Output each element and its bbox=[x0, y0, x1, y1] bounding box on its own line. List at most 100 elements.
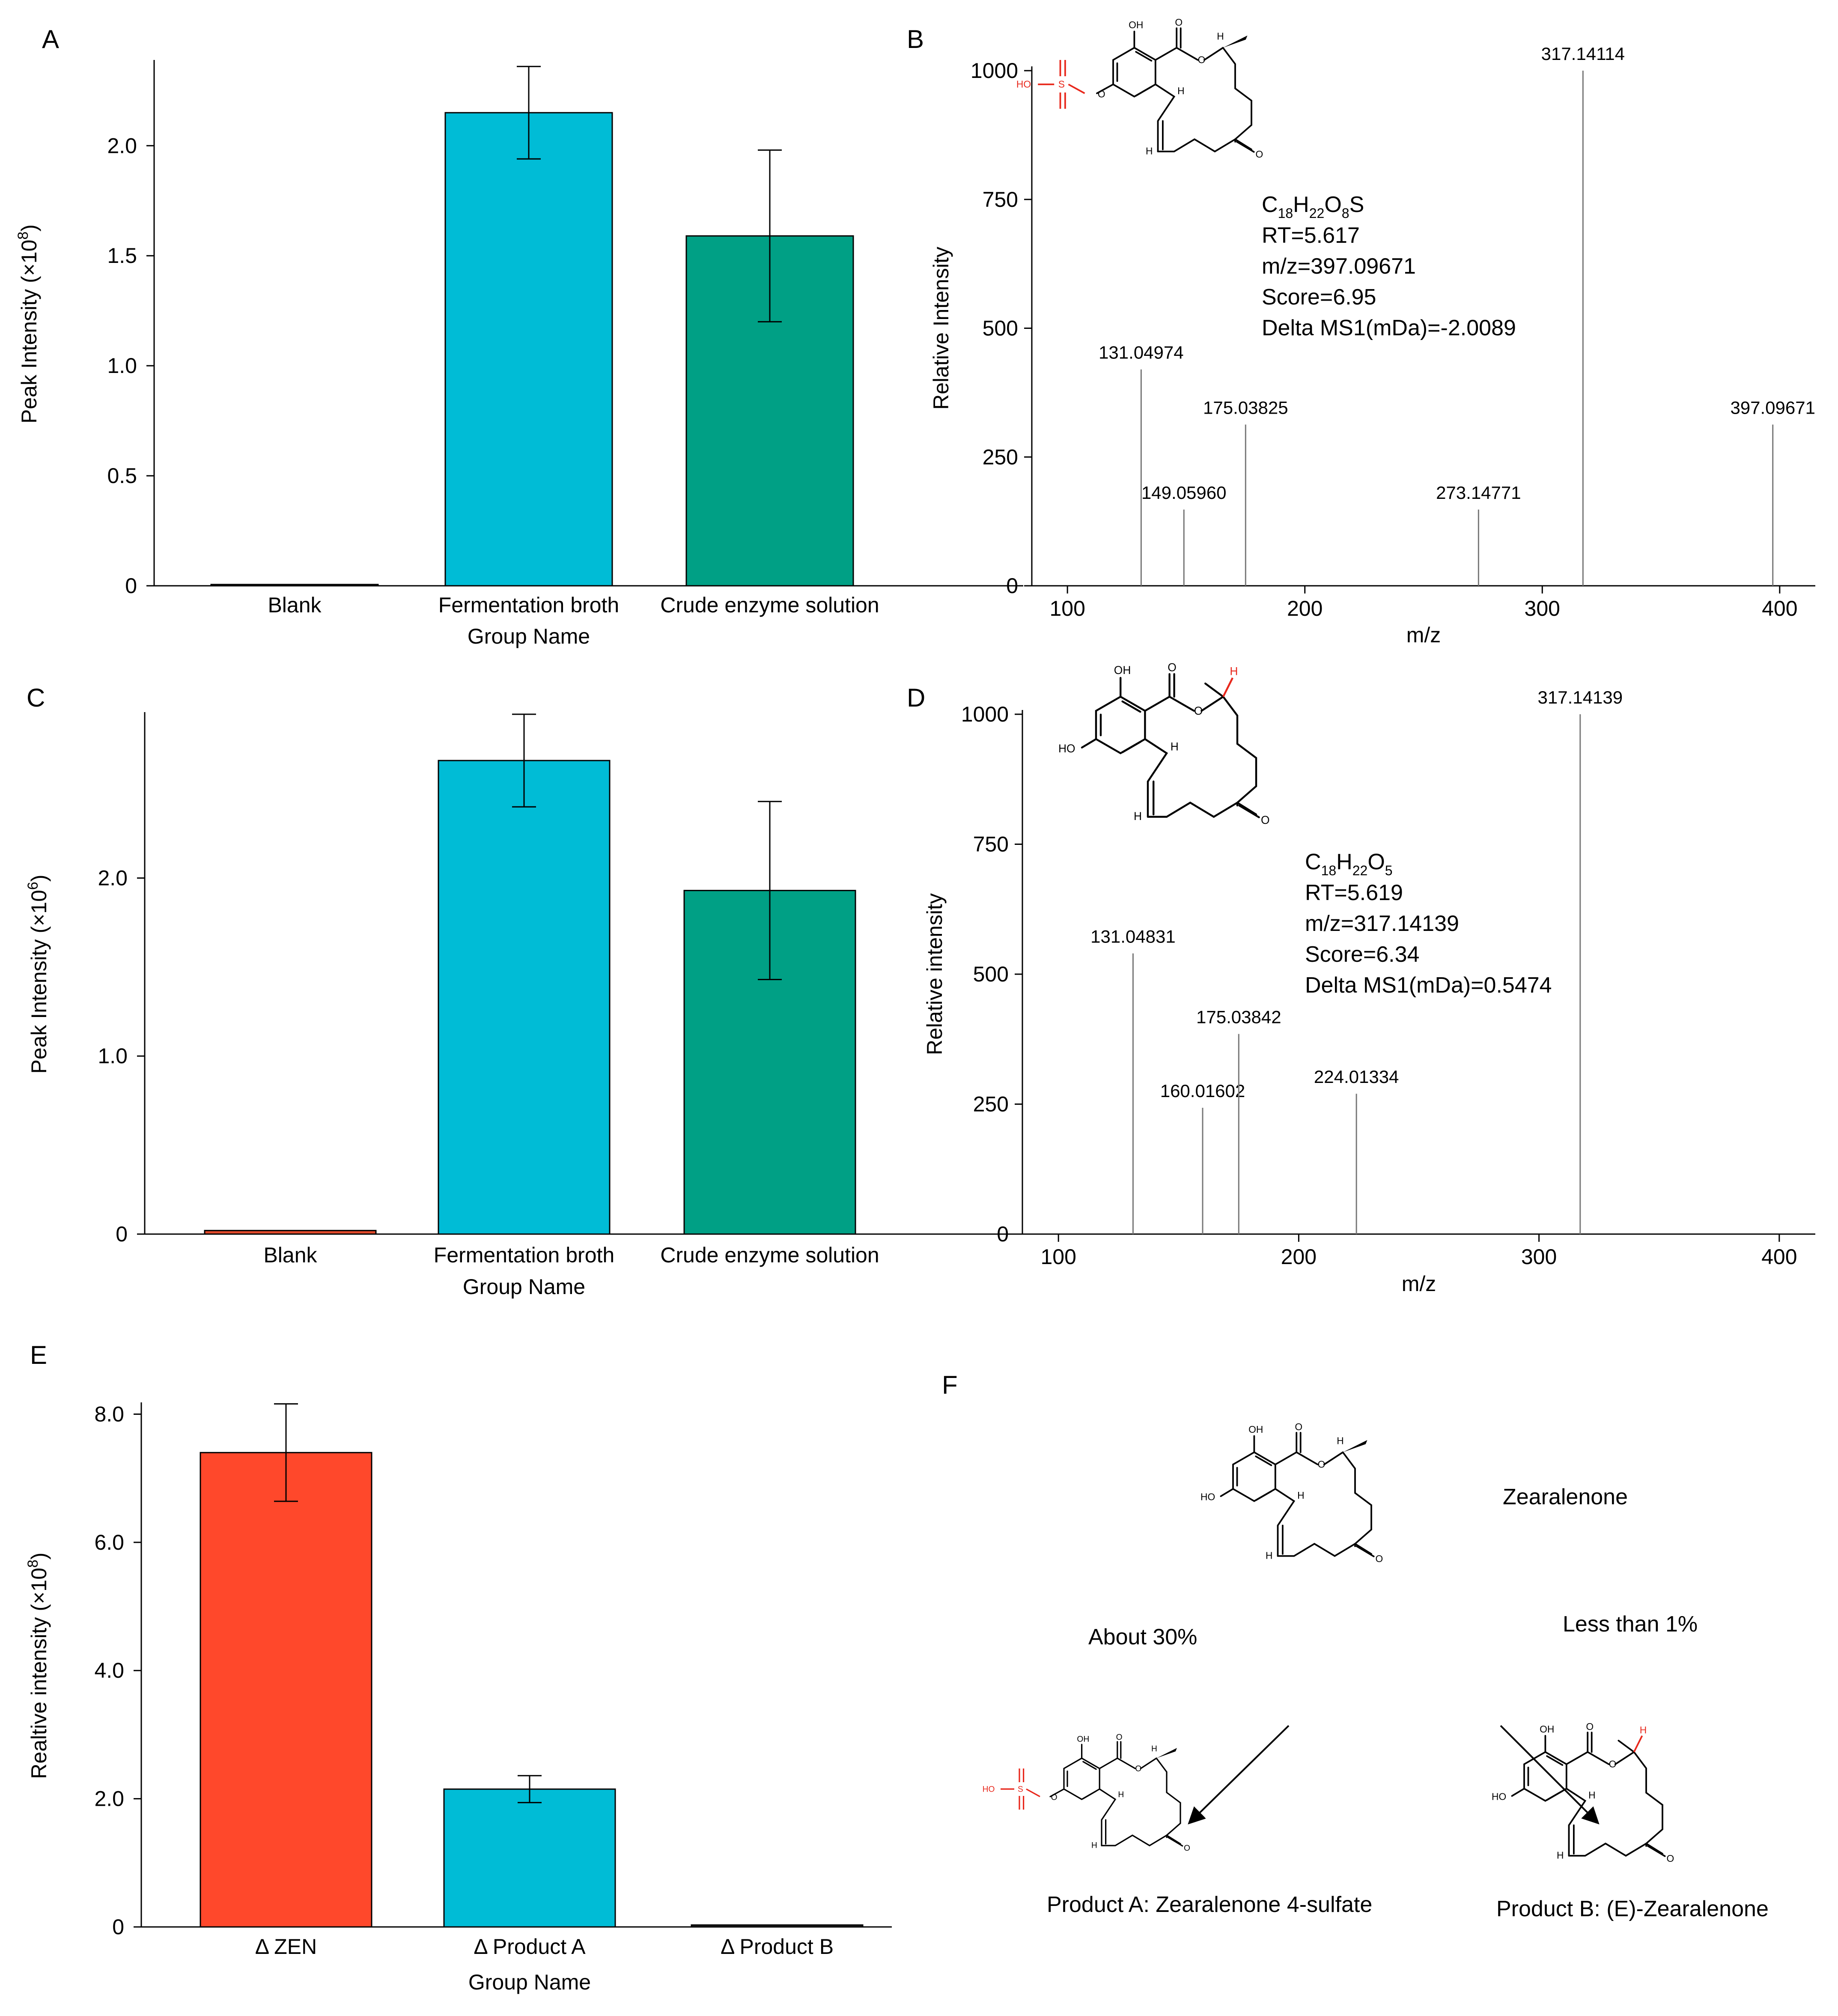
chem-h-label: H bbox=[1640, 1724, 1647, 1736]
chem-o-label: O bbox=[1098, 88, 1105, 99]
y-tick-label: 1.5 bbox=[107, 244, 137, 268]
chem-o-label: O bbox=[1261, 814, 1270, 826]
x-axis-label: Group Name bbox=[468, 624, 590, 648]
y-axis-label: Relative intensity bbox=[923, 893, 947, 1055]
y-tick-label: 750 bbox=[983, 188, 1018, 212]
x-tick-label: Fermentation broth bbox=[438, 593, 619, 617]
chem-h-label: H bbox=[1177, 85, 1184, 96]
bar bbox=[444, 112, 613, 587]
x-tick-label: Δ Product A bbox=[474, 1935, 586, 1959]
y-axis-label: Realtive intensity (×108) bbox=[25, 1553, 51, 1779]
y-tick-label: 0 bbox=[1006, 574, 1018, 598]
chem-h-label: H bbox=[1588, 1789, 1595, 1801]
about-30-label: About 30% bbox=[1088, 1625, 1197, 1649]
score-label: Score=6.95 bbox=[1262, 285, 1376, 310]
panel-letter-e: E bbox=[30, 1341, 47, 1369]
x-tick-label: Fermentation broth bbox=[434, 1243, 614, 1267]
y-axis-label: Relative Intensity bbox=[929, 247, 953, 410]
y-tick-label: 0.5 bbox=[107, 464, 137, 488]
y-tick-label: 500 bbox=[983, 316, 1018, 340]
panel-letter-c: C bbox=[27, 683, 45, 712]
y-axis-label: Peak Intensity (×108) bbox=[15, 224, 41, 423]
zearalenone-label: Zearalenone bbox=[1503, 1485, 1628, 1509]
chem-o-label: O bbox=[1609, 1759, 1617, 1770]
x-axis-label: m/z bbox=[1402, 1272, 1436, 1296]
chem-o-label: O bbox=[1175, 17, 1183, 28]
chem-o-label: O bbox=[1198, 54, 1206, 66]
chem-s-label: S bbox=[1058, 79, 1065, 90]
chart-c: 0 1.0 2.0 Blank Fermentation broth Crude enzy… bbox=[25, 712, 1025, 1299]
x-tick-label: Crude enzyme solution bbox=[660, 593, 879, 617]
chem-h-label: H bbox=[1217, 31, 1224, 42]
x-tick-label: 100 bbox=[1049, 596, 1085, 620]
chem-oh-label: OH bbox=[1540, 1724, 1554, 1735]
y-tick-label: 0 bbox=[125, 574, 137, 598]
x-tick-label: Δ Product B bbox=[721, 1935, 834, 1959]
chem-o-label: O bbox=[1295, 1421, 1302, 1432]
x-tick-label: 100 bbox=[1040, 1245, 1076, 1269]
chem-o-label: O bbox=[1135, 1764, 1141, 1773]
x-tick-label: Blank bbox=[263, 1243, 317, 1267]
panel-letter-f: F bbox=[942, 1371, 958, 1399]
y-tick-label: 500 bbox=[973, 962, 1009, 986]
x-axis-label: Group Name bbox=[463, 1275, 585, 1299]
y-tick-label: 1.0 bbox=[107, 354, 137, 378]
peak-label: 317.14114 bbox=[1541, 44, 1625, 64]
peak-label: 149.05960 bbox=[1141, 483, 1227, 503]
chem-oh-label: OH bbox=[1248, 1424, 1263, 1435]
chem-h-label: H bbox=[1171, 740, 1179, 753]
less-than-1-label: Less than 1% bbox=[1563, 1612, 1698, 1637]
bar bbox=[438, 760, 611, 1235]
chem-o-label: O bbox=[1376, 1553, 1383, 1564]
panel-letter-a: A bbox=[42, 25, 59, 54]
product-b-label: Product B: (E)-Zearalenone bbox=[1496, 1897, 1769, 1921]
chem-o-label: O bbox=[1256, 149, 1263, 160]
x-tick-label: Crude enzyme solution bbox=[660, 1243, 879, 1267]
y-tick-label: 1000 bbox=[961, 702, 1009, 726]
peak-label: 131.04974 bbox=[1099, 343, 1184, 363]
y-tick-label: 2.0 bbox=[107, 134, 137, 158]
peak-label: 175.03825 bbox=[1203, 397, 1288, 418]
arrow-to-product-b bbox=[1500, 1725, 1600, 1825]
mz-label: m/z=317.14139 bbox=[1305, 911, 1459, 936]
chem-h-label: H bbox=[1557, 1849, 1564, 1861]
chem-s-label: S bbox=[1018, 1785, 1023, 1794]
chart-d: 0 250 500 750 1000 100 200 300 400 131.04831 160.0… bbox=[923, 687, 1815, 1296]
panel-letter-b: B bbox=[907, 25, 924, 54]
chem-ho-label: HO bbox=[1201, 1491, 1215, 1503]
mz-label: m/z=397.09671 bbox=[1262, 254, 1416, 279]
y-tick-label: 1000 bbox=[971, 59, 1018, 83]
chem-oh-label: OH bbox=[1114, 664, 1131, 677]
rt-label: RT=5.617 bbox=[1262, 223, 1360, 248]
peak-label: 273.14771 bbox=[1436, 483, 1521, 503]
y-axis-label: Peak Intensity (×106) bbox=[25, 875, 51, 1074]
chart-b: 0 250 500 750 1000 100 200 300 400 131.04974 149.0… bbox=[929, 44, 1815, 647]
chem-o-label: O bbox=[1116, 1733, 1123, 1742]
peak-label: 224.01334 bbox=[1314, 1067, 1399, 1087]
chem-o-label: O bbox=[1318, 1459, 1326, 1470]
chem-o-label: O bbox=[1184, 1844, 1190, 1853]
y-tick-label: 4.0 bbox=[94, 1658, 124, 1682]
chem-ho-label: HO bbox=[1492, 1791, 1506, 1802]
peak-label: 397.09671 bbox=[1730, 397, 1815, 418]
y-tick-label: 2.0 bbox=[94, 1787, 124, 1811]
score-label: Score=6.34 bbox=[1305, 942, 1419, 967]
chart-a: 0 0.5 1.0 1.5 2.0 Blank Fermentation broth Crud… bbox=[15, 60, 1023, 648]
bar bbox=[204, 1230, 377, 1235]
panel-f-scheme: HO OH O O O H H H Zearalenone About 30% … bbox=[983, 1421, 1769, 1921]
structure-d-e-zearalenone: HO OH O O O H H H bbox=[1058, 661, 1270, 826]
y-tick-label: 250 bbox=[983, 445, 1018, 469]
x-axis-label: Group Name bbox=[468, 1970, 591, 1994]
x-tick-label: 300 bbox=[1521, 1245, 1557, 1269]
delta-label: Delta MS1(mDa)=0.5474 bbox=[1305, 973, 1552, 998]
chem-h-label: H bbox=[1266, 1550, 1272, 1561]
y-tick-label: 6.0 bbox=[94, 1530, 124, 1554]
chem-oh-label: OH bbox=[1129, 19, 1143, 30]
arrow-to-product-a bbox=[1188, 1725, 1290, 1825]
bar bbox=[443, 1788, 616, 1928]
peak-label: 160.01602 bbox=[1160, 1081, 1245, 1101]
y-tick-label: 8.0 bbox=[94, 1402, 124, 1426]
x-axis-label: m/z bbox=[1406, 623, 1441, 647]
y-tick-label: 2.0 bbox=[98, 866, 128, 890]
